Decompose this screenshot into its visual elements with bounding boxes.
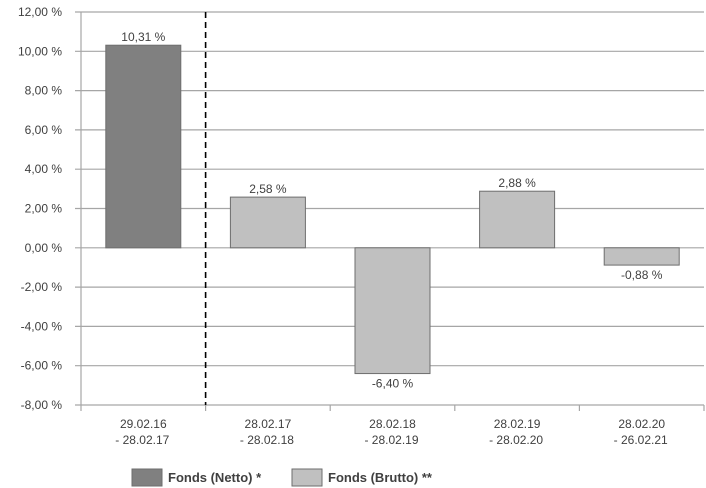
y-tick-label: 4,00 %	[25, 162, 63, 176]
y-tick-label: -6,00 %	[21, 359, 63, 373]
legend-swatch	[291, 468, 323, 487]
category-label: 28.02.20	[618, 417, 665, 431]
legend-swatch	[131, 468, 163, 487]
bar	[479, 190, 556, 249]
data-label: 2,88 %	[498, 176, 536, 190]
data-label: -0,88 %	[621, 268, 663, 282]
bar	[354, 247, 431, 375]
category-label: 28.02.19	[494, 417, 541, 431]
y-tick-label: -8,00 %	[21, 398, 63, 412]
bars	[105, 44, 680, 375]
axes: 12,00 % 10,00 % 8,00 % 6,00 % 4,00 % 2,00 % 0,…	[18, 5, 705, 412]
category-label: - 28.02.18	[240, 433, 294, 447]
legend-label: Fonds (Netto) *	[168, 470, 262, 485]
y-tick-label: -2,00 %	[21, 280, 63, 294]
y-tick-label: 6,00 %	[25, 123, 63, 137]
legend: Fonds (Netto) * Fonds (Brutto) **	[131, 468, 433, 487]
y-tick-label: 0,00 %	[25, 241, 63, 255]
y-tick-label: 8,00 %	[25, 84, 63, 98]
data-label: -6,40 %	[372, 377, 414, 391]
y-tick-label: 2,00 %	[25, 202, 63, 216]
data-label: 2,58 %	[249, 182, 287, 196]
bar	[603, 247, 680, 266]
bar	[229, 196, 306, 249]
category-label: - 26.02.21	[614, 433, 668, 447]
category-label: - 28.02.19	[364, 433, 418, 447]
data-labels: 10,31 % 2,58 % -6,40 % 2,88 % -0,88 %	[121, 30, 662, 390]
y-tick-label: -4,00 %	[21, 319, 63, 333]
y-tick-label: 10,00 %	[18, 44, 62, 58]
data-label: 10,31 %	[121, 30, 165, 44]
y-tick-label: 12,00 %	[18, 5, 62, 19]
category-labels: 29.02.16 - 28.02.17 28.02.17 - 28.02.18 28.0…	[115, 417, 668, 447]
legend-label: Fonds (Brutto) **	[328, 470, 433, 485]
category-label: - 28.02.17	[115, 433, 169, 447]
category-label: 28.02.18	[369, 417, 416, 431]
category-label: 29.02.16	[120, 417, 167, 431]
bar	[105, 44, 182, 249]
category-label: 28.02.17	[245, 417, 292, 431]
category-label: - 28.02.20	[489, 433, 543, 447]
